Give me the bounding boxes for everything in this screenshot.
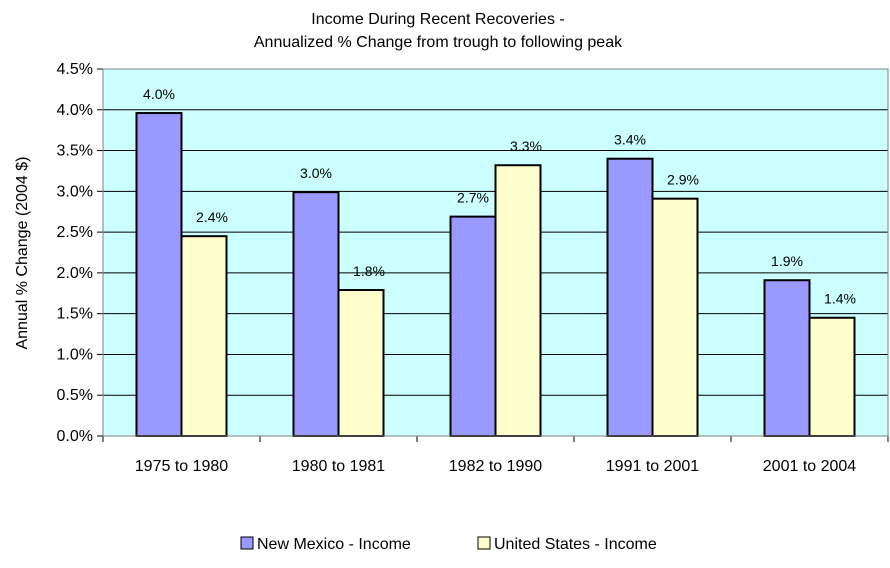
bar-new-mexico bbox=[763, 279, 811, 437]
bar-united-states bbox=[651, 197, 699, 437]
y-tick-label: 3.0% bbox=[57, 183, 93, 200]
y-tick-label: 0.0% bbox=[57, 428, 93, 445]
x-tick-label: 1991 to 2001 bbox=[606, 458, 700, 475]
bar-united-states bbox=[494, 164, 542, 437]
data-label: 3.4% bbox=[614, 132, 646, 148]
y-tick-label: 4.5% bbox=[57, 61, 93, 78]
data-label: 3.3% bbox=[510, 138, 542, 154]
x-tick-label: 2001 to 2004 bbox=[763, 458, 857, 475]
y-tick-label: 0.5% bbox=[57, 387, 93, 404]
data-label: 1.8% bbox=[353, 263, 385, 279]
legend-swatch-new-mexico bbox=[240, 536, 254, 550]
bar-new-mexico bbox=[449, 215, 497, 437]
bar-new-mexico bbox=[135, 112, 183, 437]
y-tick-label: 1.5% bbox=[57, 306, 93, 323]
bar-united-states bbox=[808, 316, 856, 437]
bar-united-states bbox=[180, 235, 228, 437]
data-label: 4.0% bbox=[143, 86, 175, 102]
data-labels: 4.0% 2.4% 3.0% 1.8% 2.7% 3.3% 3.4% 2.9% 1.9% 1.4% bbox=[143, 86, 856, 307]
x-tick-label: 1980 to 1981 bbox=[292, 458, 386, 475]
y-tick-label: 4.0% bbox=[57, 102, 93, 119]
plot-border bbox=[102, 68, 889, 437]
bar-new-mexico bbox=[606, 157, 654, 437]
y-tick-label: 2.0% bbox=[57, 265, 93, 282]
legend-swatch-united-states bbox=[477, 536, 491, 550]
data-label: 2.4% bbox=[196, 209, 228, 225]
x-tick-label: 1975 to 1980 bbox=[135, 458, 229, 475]
x-tick-label: 1982 to 1990 bbox=[449, 458, 543, 475]
chart-subtitle: Annualized % Change from trough to follo… bbox=[254, 34, 623, 51]
bar-new-mexico bbox=[292, 191, 340, 437]
chart-title: Income During Recent Recoveries - bbox=[311, 11, 564, 28]
legend: New Mexico - Income United States - Incom… bbox=[240, 536, 657, 553]
data-label: 2.7% bbox=[457, 190, 489, 206]
bars bbox=[135, 112, 856, 438]
data-label: 1.9% bbox=[771, 253, 803, 269]
data-label: 2.9% bbox=[667, 172, 699, 188]
data-label: 1.4% bbox=[824, 291, 856, 307]
data-label: 3.0% bbox=[300, 165, 332, 181]
legend-label-new-mexico: New Mexico - Income bbox=[257, 536, 411, 553]
bar-united-states bbox=[337, 289, 385, 438]
y-tick-label: 3.5% bbox=[57, 143, 93, 160]
legend-label-united-states: United States - Income bbox=[494, 536, 657, 553]
axes: 0.0% 0.5% 1.0% 1.5% 2.0% 2.5% 3.0% 3.5% 4.0% 4.5%… bbox=[57, 61, 889, 475]
y-tick-label: 1.0% bbox=[57, 346, 93, 363]
y-axis-label: Annual % Change (2004 $) bbox=[14, 156, 31, 349]
y-tick-label: 2.5% bbox=[57, 224, 93, 241]
